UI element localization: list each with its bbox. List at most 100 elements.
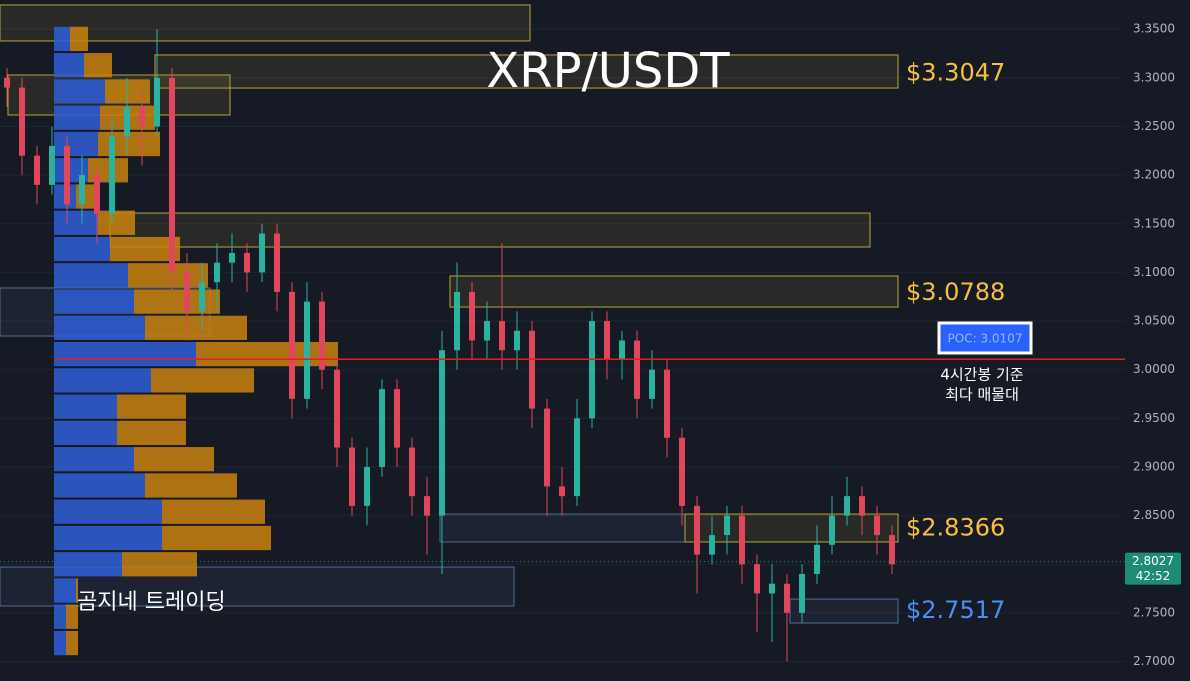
candle-body [79,175,85,205]
y-tick-label: 3.3500 [1133,22,1175,36]
candle-body [349,447,355,506]
candle-body [799,573,805,613]
candle-body [544,408,550,487]
profile-buy [54,368,151,393]
y-tick-label: 3.2000 [1133,168,1175,182]
y-tick-label: 3.1500 [1133,216,1175,230]
profile-sell [66,604,78,629]
price-zone [789,598,899,624]
candle-body [184,272,190,312]
chart-title: XRP/USDT [486,43,730,99]
profile-sell [151,368,254,393]
candle-body [379,389,385,467]
candle-body [34,155,40,185]
profile-buy [54,341,196,367]
profile-sell [162,525,271,551]
poc-label: POC: 3.0107 [948,332,1023,346]
candle-body [694,505,700,555]
y-tick-label: 3.3000 [1133,70,1175,84]
candle-body [634,340,640,399]
watermark: 곰지네 트레이딩 [77,590,226,615]
profile-buy [54,79,105,104]
candle-body [754,564,760,594]
profile-sell [70,26,88,52]
profile-buy [54,552,122,577]
profile-buy [54,630,66,656]
zone-label: $2.7517 [906,596,1005,624]
price-zone [109,212,871,248]
profile-buy [54,105,100,130]
profile-buy [54,53,84,78]
profile-buy [54,473,145,498]
candle-body [244,252,250,273]
y-tick-label: 2.9000 [1133,459,1175,473]
profile-buy [54,447,134,472]
candle-body [274,233,280,292]
candle-body [394,389,400,448]
profile-sell [122,552,197,577]
y-tick-label: 3.0500 [1133,314,1175,328]
profile-sell [145,315,247,340]
price-zone [449,275,899,308]
candle-body [769,583,775,594]
profile-sell [76,578,78,603]
profile-buy [54,236,110,262]
profile-sell [110,236,180,262]
profile-buy [54,394,117,419]
candle-body [199,282,205,312]
poc-box [937,321,1033,355]
candle-body [154,77,160,127]
profile-buy [54,315,145,340]
profile-sell [128,263,208,288]
profile-buy [54,525,162,551]
profile-sell [196,341,338,367]
candle-body [589,321,595,419]
price-zone [684,513,899,543]
candle-body [604,321,610,360]
profile-sell [145,473,237,498]
y-tick-label: 2.9500 [1133,411,1175,425]
profile-buy [54,578,76,603]
profile-sell [134,289,220,314]
candle-body [619,340,625,360]
profile-sell [84,53,112,78]
candle-body [64,145,70,205]
candle-body [49,145,55,185]
candle-body [424,496,430,516]
price-zone [154,54,899,89]
candle-body [814,544,820,574]
zone-label: $2.8366 [906,514,1005,542]
candle-body [574,418,580,497]
candle-body [784,583,790,613]
candle-body [559,486,565,497]
price-zone [0,4,531,42]
y-tick-label: 2.7000 [1133,654,1175,668]
candle-body [409,447,415,497]
candle-body [334,369,340,448]
profile-buy [54,420,117,446]
candle-body [289,291,295,399]
candle-body [364,466,370,506]
candle-body [469,291,475,341]
profile-buy [54,289,134,314]
profile-buy [54,499,162,524]
countdown: 42:52 [1136,569,1171,583]
candle-body [304,301,310,399]
y-tick-label: 3.0000 [1133,362,1175,376]
profile-sell [134,447,214,472]
candle-body [454,291,460,351]
candle-body [859,496,865,516]
candle-body [529,330,535,409]
profile-buy [54,26,70,52]
y-tick-label: 3.2500 [1133,119,1175,133]
profile-buy [54,131,98,157]
poc-note: 최다 매물대 [945,386,1019,404]
poc-note: 4시간봉 기준 [940,366,1024,384]
profile-sell [117,394,186,419]
profile-sell [117,420,186,446]
candle-body [259,233,265,273]
price-zone [439,513,686,543]
candle-body [4,77,10,88]
y-tick-label: 3.1000 [1133,265,1175,279]
